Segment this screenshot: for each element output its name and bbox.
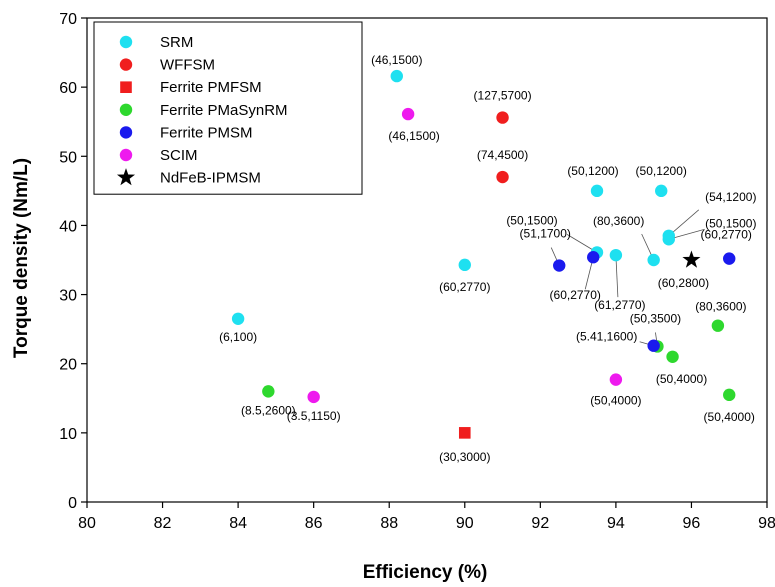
data-label: (80,3600) [593, 214, 644, 228]
data-label: (74,4500) [477, 148, 528, 162]
data-label: (50,1200) [636, 164, 687, 178]
leader-line [668, 228, 705, 240]
y-tick-label: 10 [59, 426, 77, 443]
data-point [609, 373, 623, 386]
legend-marker [119, 126, 133, 139]
y-tick-label: 20 [59, 357, 77, 374]
data-label: (50,1500) [506, 213, 557, 227]
data-point [711, 319, 725, 332]
x-tick-label: 96 [683, 515, 701, 532]
data-label: (5.41,1600) [576, 330, 637, 344]
data-point [647, 339, 660, 352]
data-label: (8.5,2600) [241, 403, 296, 417]
x-tick-label: 80 [78, 515, 96, 532]
y-tick-label: 30 [59, 288, 77, 305]
x-tick-label: 84 [229, 515, 247, 532]
data-point [231, 312, 245, 325]
y-tick-label: 0 [68, 495, 77, 512]
data-label: (30,3000) [439, 450, 490, 464]
data-label: (60,2770) [550, 288, 601, 302]
leader-line [668, 209, 700, 237]
data-label: (46,1500) [371, 53, 422, 67]
legend-marker [119, 58, 133, 71]
legend-label: Ferrite PMFSM [160, 79, 262, 96]
data-label: (61,2770) [594, 298, 645, 312]
x-axis-title: Efficiency (%) [363, 562, 488, 583]
x-tick-label: 88 [380, 515, 398, 532]
x-tick-label: 82 [154, 515, 172, 532]
y-tick-label: 50 [59, 149, 77, 166]
data-label: (50,4000) [590, 394, 641, 408]
plot-frame [86, 17, 768, 503]
data-label: (60,2770) [701, 228, 752, 242]
legend-marker [119, 148, 133, 162]
y-tick-label: 40 [59, 218, 77, 235]
leader-line [615, 255, 619, 298]
data-label: (50,4000) [656, 372, 707, 386]
data-label: (50,3500) [630, 311, 681, 325]
data-point [390, 69, 403, 83]
data-point [666, 350, 679, 363]
legend-label: SCIM [160, 147, 198, 164]
x-tick-label: 94 [607, 515, 625, 532]
data-point [647, 253, 660, 267]
data-label: (3.5,1150) [287, 409, 341, 423]
legend-label: SRM [160, 34, 193, 51]
legend-marker [119, 103, 133, 117]
data-label: (50,1500) [705, 216, 756, 230]
x-tick-label: 86 [305, 515, 323, 532]
data-label: (46,1500) [388, 129, 439, 143]
data-label: (6,100) [219, 330, 257, 344]
legend-label: WFFSM [160, 57, 215, 74]
data-point [723, 388, 736, 402]
data-point [682, 250, 701, 268]
x-tick-label: 92 [531, 515, 549, 532]
legend-label: NdFeB-IPMSM [160, 170, 261, 187]
y-axis-title: Torque density (Nm/L) [11, 158, 32, 358]
legend-marker [116, 168, 136, 186]
legend-marker [120, 81, 132, 93]
data-point [401, 107, 415, 121]
data-point [262, 385, 275, 398]
data-label: (80,3600) [695, 300, 746, 314]
data-point [590, 184, 604, 198]
data-point [587, 251, 600, 264]
data-point [655, 184, 668, 198]
x-tick-label: 90 [456, 515, 474, 532]
data-label: (60,2800) [658, 276, 709, 290]
data-point [496, 170, 509, 184]
legend-label: Ferrite PMSM [160, 124, 253, 141]
data-point [307, 390, 320, 404]
x-tick-label: 98 [758, 515, 775, 532]
data-point [609, 248, 623, 262]
data-label: (127,5700) [474, 89, 532, 103]
data-point [496, 111, 509, 124]
legend-marker [119, 35, 133, 49]
data-label: (60,2770) [439, 280, 490, 294]
legend-box [93, 21, 363, 195]
data-point [662, 233, 675, 246]
legend-label: Ferrite PMaSynRM [160, 102, 288, 119]
data-label: (50,1200) [567, 164, 618, 178]
data-label: (51,1700) [520, 227, 571, 241]
data-label: (50,4000) [704, 410, 755, 424]
y-tick-label: 70 [59, 11, 77, 28]
data-point [723, 252, 736, 265]
data-point [553, 259, 566, 272]
data-label: (54,1200) [705, 190, 756, 204]
data-point [458, 258, 471, 272]
data-point [458, 427, 471, 439]
y-tick-label: 60 [59, 80, 77, 97]
